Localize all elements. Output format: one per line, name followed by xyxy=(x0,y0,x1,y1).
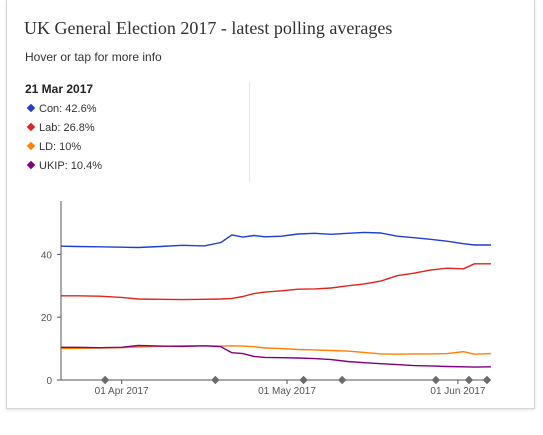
event-diamond-icon xyxy=(211,375,220,385)
tooltip-date: 21 Mar 2017 xyxy=(25,82,94,96)
y-tick-label: 40 xyxy=(41,250,53,261)
x-tick-label: 01 Jun 2017 xyxy=(430,386,485,397)
tooltip-row-ukip: UKIP: 10.4% xyxy=(25,157,247,176)
chart-series[interactable] xyxy=(60,231,492,368)
series-line-ukip[interactable] xyxy=(61,344,492,368)
tooltip-label-con: Con: 42.6% xyxy=(39,103,97,115)
event-diamond-icon xyxy=(431,375,441,385)
x-tick-label: 01 Apr 2017 xyxy=(95,386,149,397)
event-diamond-icon xyxy=(464,375,474,385)
tooltip-divider xyxy=(249,82,250,182)
series-line-ld[interactable] xyxy=(60,345,492,355)
chart-title: UK General Election 2017 - latest pollin… xyxy=(24,18,393,38)
series-line-con[interactable] xyxy=(60,231,491,249)
chart-subtitle: Hover or tap for more info xyxy=(25,50,162,64)
tooltip-label-ukip: UKIP: 10.4% xyxy=(39,160,102,172)
tooltip-label-lab: Lab: 26.8% xyxy=(39,122,95,134)
event-diamond-icon xyxy=(337,375,347,385)
event-diamond-icon xyxy=(299,375,308,385)
y-tick-label: 0 xyxy=(46,376,52,387)
tooltip-label-ld: LD: 10% xyxy=(39,141,82,153)
tooltip-row-con: Con: 42.6% xyxy=(25,100,247,119)
tooltip-row-ld: LD: 10% xyxy=(25,138,247,157)
y-tick-label: 20 xyxy=(41,313,53,324)
event-diamond-icon xyxy=(482,375,492,385)
series-line-lab[interactable] xyxy=(61,263,491,301)
chart-card xyxy=(6,0,535,409)
chart-axes: 0 20 40 01 Apr 2017 01 May 2017 01 Jun 2017 xyxy=(41,201,491,397)
tooltip-row-lab: Lab: 26.8% xyxy=(25,119,247,138)
event-diamond-icon xyxy=(100,375,110,385)
x-tick-label: 01 May 2017 xyxy=(258,386,316,397)
hover-tooltip: 21 Mar 2017 Con: 42.6% Lab: 26.8% LD: 10… xyxy=(25,82,247,184)
event-markers xyxy=(100,375,492,385)
